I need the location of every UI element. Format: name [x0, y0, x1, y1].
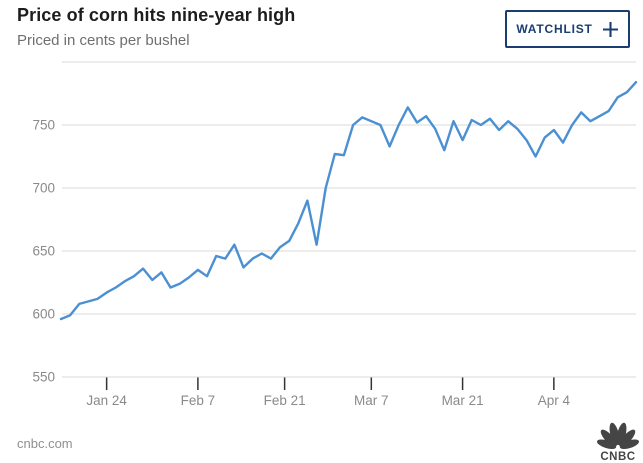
y-tick-label: 550 [32, 370, 55, 385]
watchlist-button-label: WATCHLIST [516, 22, 593, 36]
x-tick-label: Jan 24 [86, 393, 127, 408]
chart-subtitle: Priced in cents per bushel [17, 32, 190, 49]
peacock-icon: CNBC [597, 422, 639, 463]
cnbc-logo: CNBC [594, 421, 642, 463]
y-tick-label: 600 [32, 307, 55, 322]
y-tick-label: 750 [32, 118, 55, 133]
page-title: Price of corn hits nine-year high [17, 5, 296, 25]
y-tick-label: 650 [32, 244, 55, 259]
y-tick-label: 700 [32, 181, 55, 196]
x-tick-label: Apr 4 [538, 393, 571, 408]
x-tick-label: Mar 7 [354, 393, 389, 408]
cnbc-logo-text: CNBC [600, 451, 635, 461]
source-attribution: cnbc.com [17, 436, 73, 451]
x-tick-label: Feb 7 [181, 393, 216, 408]
price-line-series [59, 80, 638, 321]
x-tick-label: Mar 21 [442, 393, 484, 408]
watchlist-button[interactable]: WATCHLIST [505, 10, 630, 48]
x-tick-label: Feb 21 [264, 393, 306, 408]
corn-price-line-chart: 550 600 650 700 750 Jan 24 Feb 7 Feb 21 Mar 7 Mar… [32, 61, 638, 408]
plus-icon [602, 21, 618, 37]
